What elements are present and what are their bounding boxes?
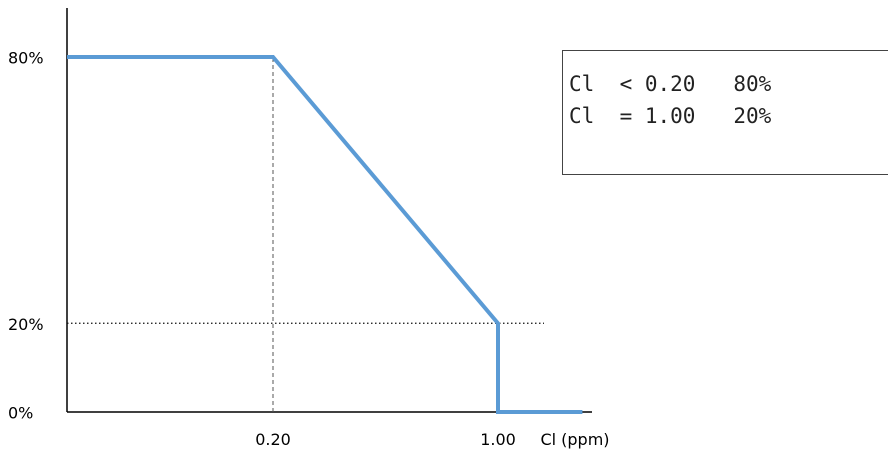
- reference-lines: [67, 57, 544, 412]
- legend-box: Cl < 0.20 80% Cl = 1.00 20%: [562, 50, 888, 175]
- x-tick-label: 1.00: [480, 430, 516, 449]
- tick-labels: 80% 20% 0% 0.20 1.00 Cl (ppm): [8, 49, 610, 450]
- y-tick-label: 20%: [8, 315, 44, 334]
- series-line: [67, 55, 583, 414]
- legend-row-2: Cl = 1.00 20%: [569, 104, 772, 128]
- legend-row-1: Cl < 0.20 80%: [569, 72, 772, 96]
- x-tick-label: 0.20: [255, 430, 291, 449]
- series-layer: [67, 55, 583, 414]
- x-axis-label: Cl (ppm): [540, 430, 609, 449]
- y-tick-label: 0%: [8, 404, 33, 423]
- axes: [66, 8, 592, 413]
- y-tick-label: 80%: [8, 49, 44, 68]
